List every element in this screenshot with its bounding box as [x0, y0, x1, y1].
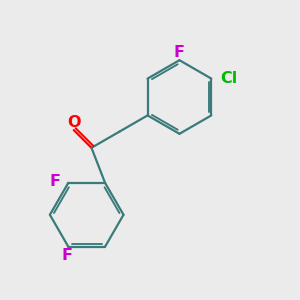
Text: F: F: [174, 45, 185, 60]
Text: Cl: Cl: [221, 71, 238, 86]
Text: F: F: [61, 248, 72, 263]
Text: O: O: [67, 115, 80, 130]
Text: F: F: [49, 174, 60, 189]
